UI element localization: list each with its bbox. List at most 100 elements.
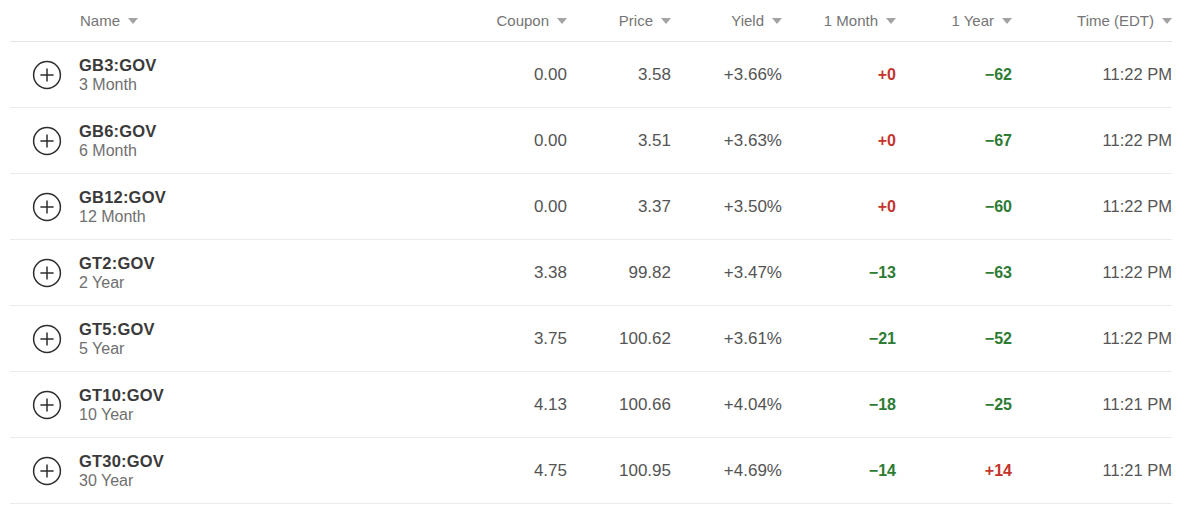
change-1year-value: −67 [896,132,1012,150]
security-name-cell: GT2:GOV 2 Year [10,253,447,293]
coupon-value: 3.75 [447,329,567,349]
yield-value: +3.47% [671,263,782,283]
price-value: 3.37 [567,197,671,217]
yield-value: +3.63% [671,131,782,151]
government-bonds-table: Name Coupon Price Yield 1 Month 1 Year T… [10,0,1172,504]
column-header-yield[interactable]: Yield [671,12,782,29]
column-header-name[interactable]: Name [10,12,447,29]
column-header-label: Name [80,12,120,29]
table-row[interactable]: GB12:GOV 12 Month 0.00 3.37 +3.50% +0 −6… [10,174,1172,240]
security-name: GB3:GOV 3 Month [79,55,157,95]
time-value: 11:22 PM [1012,329,1172,348]
security-maturity: 10 Year [79,405,164,425]
caret-down-icon [772,18,782,24]
change-1year-value: −60 [896,198,1012,216]
table-body: GB3:GOV 3 Month 0.00 3.58 +3.66% +0 −62 … [10,42,1172,504]
column-header-label: 1 Year [951,12,994,29]
time-value: 11:22 PM [1012,65,1172,84]
security-ticker: GT30:GOV [79,451,164,471]
security-maturity: 3 Month [79,75,157,95]
price-value: 100.66 [567,395,671,415]
table-row[interactable]: GT10:GOV 10 Year 4.13 100.66 +4.04% −18 … [10,372,1172,438]
plus-circle-icon [32,60,62,90]
coupon-value: 0.00 [447,65,567,85]
column-header-label: Coupon [496,12,549,29]
caret-down-icon [557,18,567,24]
plus-circle-icon [32,258,62,288]
yield-value: +3.66% [671,65,782,85]
expand-row-button[interactable] [32,390,62,420]
price-value: 100.62 [567,329,671,349]
coupon-value: 4.75 [447,461,567,481]
security-name: GB12:GOV 12 Month [79,187,166,227]
coupon-value: 4.13 [447,395,567,415]
security-ticker: GB12:GOV [79,187,166,207]
caret-down-icon [886,18,896,24]
change-1month-value: −13 [782,264,896,282]
column-header-label: Time (EDT) [1077,12,1154,29]
column-header-label: Yield [731,12,764,29]
coupon-value: 0.00 [447,197,567,217]
price-value: 99.82 [567,263,671,283]
security-ticker: GT5:GOV [79,319,155,339]
table-row[interactable]: GT2:GOV 2 Year 3.38 99.82 +3.47% −13 −63… [10,240,1172,306]
plus-circle-icon [32,192,62,222]
plus-circle-icon [32,390,62,420]
yield-value: +3.50% [671,197,782,217]
change-1month-value: −18 [782,396,896,414]
table-row[interactable]: GT30:GOV 30 Year 4.75 100.95 +4.69% −14 … [10,438,1172,504]
security-name-cell: GT5:GOV 5 Year [10,319,447,359]
yield-value: +4.04% [671,395,782,415]
column-header-label: Price [619,12,653,29]
security-name-cell: GB3:GOV 3 Month [10,55,447,95]
table-header-row: Name Coupon Price Yield 1 Month 1 Year T… [10,0,1172,42]
column-header-coupon[interactable]: Coupon [447,12,567,29]
expand-row-button[interactable] [32,258,62,288]
price-value: 3.51 [567,131,671,151]
expand-row-button[interactable] [32,126,62,156]
price-value: 100.95 [567,461,671,481]
yield-value: +3.61% [671,329,782,349]
security-ticker: GT2:GOV [79,253,155,273]
column-header-1year[interactable]: 1 Year [896,12,1012,29]
security-name: GT2:GOV 2 Year [79,253,155,293]
expand-row-button[interactable] [32,60,62,90]
change-1year-value: −63 [896,264,1012,282]
coupon-value: 0.00 [447,131,567,151]
change-1month-value: +0 [782,198,896,216]
time-value: 11:22 PM [1012,263,1172,282]
change-1year-value: −52 [896,330,1012,348]
column-header-price[interactable]: Price [567,12,671,29]
caret-down-icon [1002,18,1012,24]
column-header-1month[interactable]: 1 Month [782,12,896,29]
time-value: 11:21 PM [1012,395,1172,414]
security-maturity: 12 Month [79,207,166,227]
table-row[interactable]: GB3:GOV 3 Month 0.00 3.58 +3.66% +0 −62 … [10,42,1172,108]
time-value: 11:21 PM [1012,461,1172,480]
security-name-cell: GT30:GOV 30 Year [10,451,447,491]
change-1month-value: −21 [782,330,896,348]
change-1month-value: +0 [782,66,896,84]
table-row[interactable]: GB6:GOV 6 Month 0.00 3.51 +3.63% +0 −67 … [10,108,1172,174]
expand-row-button[interactable] [32,456,62,486]
expand-row-button[interactable] [32,192,62,222]
caret-down-icon [661,18,671,24]
security-ticker: GB3:GOV [79,55,157,75]
table-row[interactable]: GT5:GOV 5 Year 3.75 100.62 +3.61% −21 −5… [10,306,1172,372]
change-1year-value: −62 [896,66,1012,84]
time-value: 11:22 PM [1012,197,1172,216]
security-ticker: GB6:GOV [79,121,157,141]
plus-circle-icon [32,126,62,156]
security-name: GB6:GOV 6 Month [79,121,157,161]
security-maturity: 2 Year [79,273,155,293]
plus-circle-icon [32,456,62,486]
security-maturity: 6 Month [79,141,157,161]
caret-down-icon [128,18,138,24]
security-maturity: 30 Year [79,471,164,491]
security-name: GT10:GOV 10 Year [79,385,164,425]
expand-row-button[interactable] [32,324,62,354]
column-header-time[interactable]: Time (EDT) [1012,12,1172,29]
change-1month-value: −14 [782,462,896,480]
change-1year-value: −25 [896,396,1012,414]
plus-circle-icon [32,324,62,354]
